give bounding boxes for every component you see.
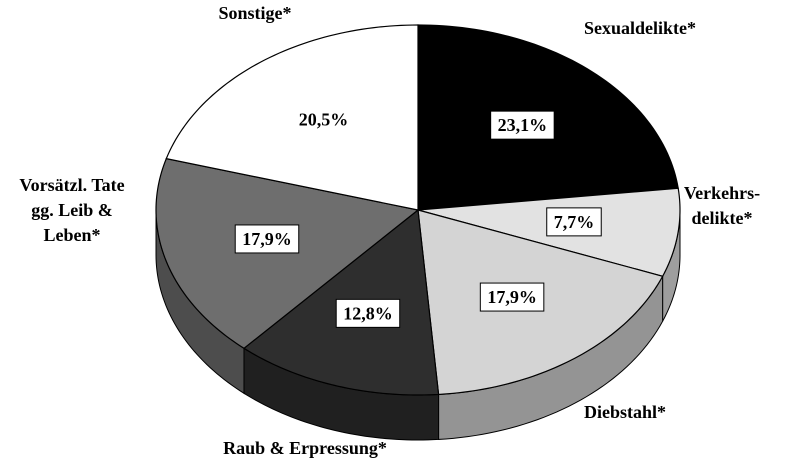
data-label-box (291, 105, 356, 134)
category-label: Raub & Erpressung* (223, 438, 387, 458)
data-label-box (490, 110, 555, 140)
category-label: Sonstige* (218, 3, 291, 23)
pie-slice (155, 157, 420, 350)
category-label: Vorsätzl. Tate gg. Leib & Leben* (19, 175, 124, 245)
data-label-box (234, 224, 300, 254)
data-label-box (479, 282, 545, 312)
data-label: 17,9% (487, 287, 537, 307)
category-label: Verkehrs-delikte* (684, 183, 760, 228)
data-label: 17,9% (242, 229, 292, 249)
data-label: 12,8% (343, 303, 393, 323)
data-label-box (546, 207, 602, 237)
data-label-box (335, 298, 401, 328)
category-label: Diebstahl* (584, 402, 666, 422)
category-label: Sexualdelikte* (584, 18, 696, 38)
data-label: 23,1% (498, 115, 548, 135)
data-label: 20,5% (299, 109, 349, 129)
data-label: 7,7% (554, 212, 595, 232)
